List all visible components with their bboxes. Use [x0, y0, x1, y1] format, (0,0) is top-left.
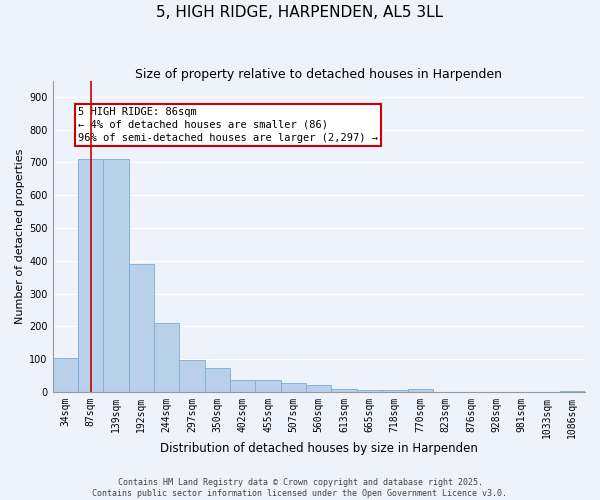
Bar: [331, 389, 357, 392]
Bar: [230, 380, 256, 392]
Bar: [357, 390, 382, 392]
Text: 5, HIGH RIDGE, HARPENDEN, AL5 3LL: 5, HIGH RIDGE, HARPENDEN, AL5 3LL: [157, 5, 443, 20]
Bar: [103, 159, 128, 392]
X-axis label: Distribution of detached houses by size in Harpenden: Distribution of detached houses by size …: [160, 442, 478, 455]
Bar: [256, 380, 281, 392]
Bar: [205, 368, 230, 392]
Bar: [281, 382, 306, 392]
Bar: [306, 386, 331, 392]
Text: Contains HM Land Registry data © Crown copyright and database right 2025.
Contai: Contains HM Land Registry data © Crown c…: [92, 478, 508, 498]
Bar: [53, 358, 78, 392]
Bar: [128, 264, 154, 392]
Text: 5 HIGH RIDGE: 86sqm
← 4% of detached houses are smaller (86)
96% of semi-detache: 5 HIGH RIDGE: 86sqm ← 4% of detached hou…: [78, 106, 378, 143]
Bar: [78, 159, 103, 392]
Bar: [560, 391, 585, 392]
Bar: [154, 323, 179, 392]
Y-axis label: Number of detached properties: Number of detached properties: [15, 148, 25, 324]
Title: Size of property relative to detached houses in Harpenden: Size of property relative to detached ho…: [135, 68, 502, 80]
Bar: [382, 390, 407, 392]
Bar: [179, 360, 205, 392]
Bar: [407, 389, 433, 392]
